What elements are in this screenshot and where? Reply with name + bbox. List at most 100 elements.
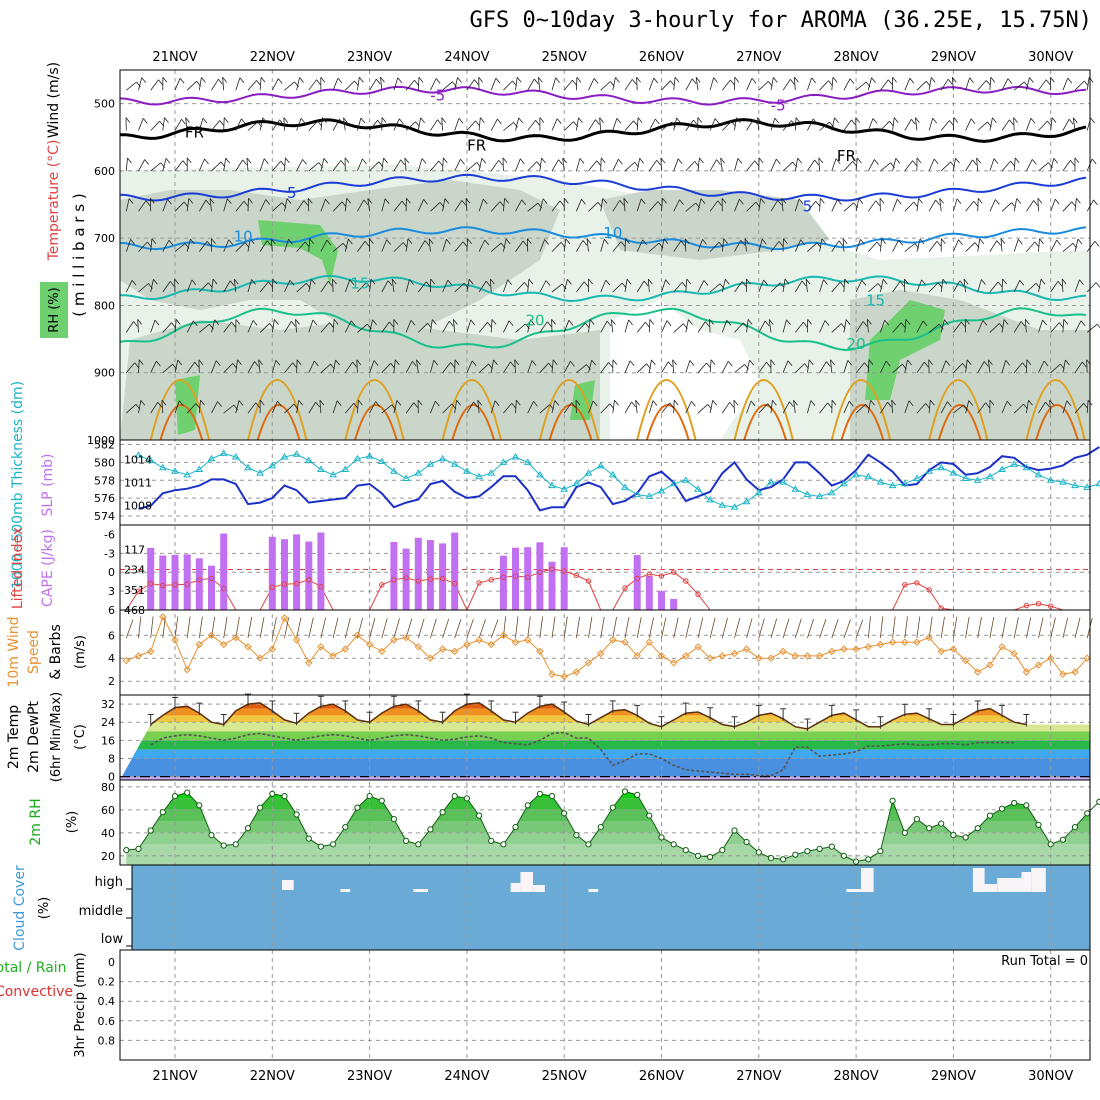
thickness-point bbox=[876, 478, 885, 485]
wind-barb bbox=[284, 280, 291, 293]
wind-barb bbox=[588, 78, 595, 91]
wind-barb-flag bbox=[772, 77, 778, 83]
wind-barb bbox=[1037, 198, 1039, 212]
wind-barb bbox=[807, 359, 810, 373]
li-point bbox=[585, 578, 592, 584]
wind-barb bbox=[185, 117, 188, 131]
wind-barb bbox=[673, 240, 682, 252]
rh2m-point bbox=[646, 812, 653, 819]
wind-barb-flag bbox=[272, 278, 278, 285]
thickness-point bbox=[1046, 476, 1055, 483]
wind-barb-flag bbox=[307, 198, 313, 204]
wind-barb-flag bbox=[913, 201, 919, 208]
wind-barb-flag bbox=[151, 238, 157, 244]
wind-barb-flag bbox=[904, 278, 909, 285]
li-point bbox=[537, 569, 543, 575]
wind-barb-flag bbox=[222, 76, 227, 83]
wind-barb-flag bbox=[462, 241, 468, 247]
wind-barb bbox=[308, 401, 317, 414]
thickness-point bbox=[694, 485, 702, 492]
wind-barb-flag bbox=[864, 362, 869, 369]
wind-barb-flag bbox=[571, 402, 577, 408]
thickness-point bbox=[633, 490, 642, 498]
wind-barb-flag bbox=[1045, 401, 1050, 408]
wind-barb-flag bbox=[729, 402, 734, 408]
wind-barb-flag bbox=[1093, 199, 1098, 206]
wind-barb-flag bbox=[703, 280, 709, 286]
wind-barb-flag bbox=[1031, 159, 1037, 165]
rh2m-point bbox=[755, 849, 762, 856]
wind-barb-flag bbox=[635, 399, 640, 406]
wind10m-barb bbox=[661, 617, 667, 639]
wind-barb-flag bbox=[990, 76, 996, 83]
wind-barb bbox=[673, 400, 675, 414]
wind-barb-flag bbox=[389, 321, 394, 328]
wind-barb bbox=[198, 77, 202, 91]
wind-barb bbox=[369, 401, 376, 414]
wind-barb bbox=[259, 281, 269, 293]
wind-barb-flag bbox=[631, 401, 636, 408]
wind-barb bbox=[211, 401, 218, 414]
wind-barb bbox=[259, 199, 267, 212]
cloud-block bbox=[533, 885, 545, 892]
wind-barb bbox=[247, 121, 258, 131]
wind-barb-flag bbox=[815, 201, 821, 207]
wind-barb-flag bbox=[800, 239, 805, 246]
wind-barb bbox=[636, 198, 642, 212]
wind-barb bbox=[635, 400, 638, 414]
wind-barb bbox=[746, 201, 757, 212]
wind-barb-flag bbox=[323, 158, 329, 164]
cape-bar bbox=[390, 542, 398, 610]
wind-barb bbox=[357, 240, 366, 252]
wind-barb-flag bbox=[862, 321, 868, 327]
date-label-bottom: 26NOV bbox=[639, 1069, 684, 1084]
wind-barb bbox=[247, 320, 254, 333]
wind10m-barb bbox=[1062, 617, 1069, 639]
wind-barb bbox=[247, 238, 251, 252]
wind-barb-flag bbox=[642, 239, 648, 246]
wind-barb-flag bbox=[209, 198, 215, 204]
li-point bbox=[391, 577, 397, 583]
wind-barb-flag bbox=[970, 118, 976, 125]
wind-barb-flag bbox=[1024, 319, 1030, 325]
rh2m-point bbox=[597, 824, 604, 831]
wind-barb-flag bbox=[1077, 238, 1083, 245]
contour-label: 20 bbox=[525, 312, 544, 330]
cape-bar bbox=[536, 542, 544, 610]
wind-barb-flag bbox=[263, 158, 269, 164]
wind-barb-flag bbox=[777, 199, 783, 206]
wind10m-point bbox=[755, 654, 763, 662]
wind-barb bbox=[490, 201, 501, 212]
wind-barb-flag bbox=[1037, 198, 1043, 204]
wind-barb-flag bbox=[238, 400, 244, 406]
wind-barb bbox=[1072, 117, 1076, 131]
thickness-point bbox=[463, 467, 471, 474]
wind-barb-flag bbox=[428, 238, 434, 244]
wind-barb-flag bbox=[881, 238, 886, 244]
wind10m-point bbox=[536, 647, 544, 656]
temp-band bbox=[120, 722, 1090, 732]
wind-barb bbox=[344, 279, 351, 293]
rh2m-point bbox=[293, 811, 300, 818]
wind-barb-flag bbox=[434, 400, 440, 407]
wind10m-barb bbox=[162, 616, 166, 639]
rh2m-point bbox=[950, 832, 957, 839]
wind-barb-flag bbox=[616, 117, 622, 124]
temp-contour-2 bbox=[119, 173, 1087, 202]
tick-cape: 234 bbox=[124, 564, 145, 577]
wind-barb bbox=[734, 117, 737, 131]
wind-barb-flag bbox=[680, 240, 686, 247]
wind-barb-flag bbox=[1034, 241, 1040, 248]
wind-barb bbox=[1013, 117, 1015, 131]
thickness-point bbox=[596, 461, 605, 469]
temp-contour-surface-hot bbox=[937, 404, 982, 441]
wind-barb-flag bbox=[839, 281, 845, 288]
wind-barb-flag bbox=[1051, 117, 1057, 123]
wind-barb-flag bbox=[618, 158, 623, 165]
wind-barb bbox=[624, 238, 626, 252]
wind10m-barb bbox=[904, 616, 908, 639]
thickness-point bbox=[414, 469, 423, 476]
rh2m-point bbox=[147, 827, 154, 834]
wind-barb-flag bbox=[1028, 400, 1033, 406]
wind10m-barb bbox=[770, 618, 778, 639]
